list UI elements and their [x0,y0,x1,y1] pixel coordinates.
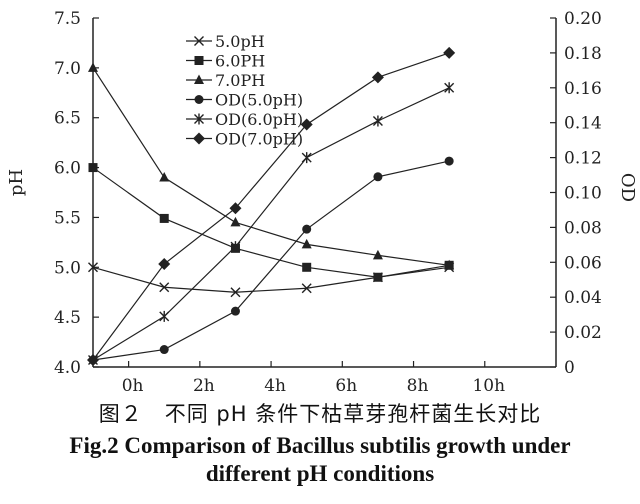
data-point [88,262,98,273]
chart-legend: 5.0pH6.0PH7.0PHOD(5.0pH)OD(6.0pH)OD(7.0p… [186,32,303,149]
y-left-tick-label: 7.5 [54,9,81,29]
legend-entry: 5.0pH [186,32,265,51]
x-tick-label: 10h [472,376,505,396]
legend-label: 6.0PH [215,52,265,71]
legend-label: OD(6.0pH) [215,110,303,129]
data-point [301,238,312,249]
y-left-tick-label: 4.5 [54,308,81,328]
legend-entry: 7.0PH [186,71,265,90]
legend-marker [194,56,204,65]
y-right-tick-label: 0 [564,358,575,378]
y-left-tick-label: 6.0 [54,159,81,179]
legend-marker [194,95,204,104]
chart: 4.0 4.5 5.0 5.5 6.0 6.5 7.0 7.5 0 0.02 0.04 0.06 0.0… [6,9,638,396]
data-point [444,156,454,166]
caption-chinese: 图２ 不同 pH 条件下枯草芽孢杆菌生长对比 [98,402,542,426]
legend-marker [194,36,204,46]
x-tick-label: 2h [193,376,215,396]
data-point [158,258,171,271]
y-left-tick-label: 4.0 [54,358,81,378]
series-1 [88,163,454,282]
series-line-2 [92,67,450,266]
data-point [230,241,241,253]
data-point [444,82,455,94]
legend-label: 5.0pH [215,32,265,51]
y-right-tick-label: 0.02 [564,323,602,343]
figure-caption: 图２ 不同 pH 条件下枯草芽孢杆菌生长对比 Fig.2 Comparison … [0,398,640,488]
x-tick-label: 0h [122,376,144,396]
series-line-4 [92,87,450,361]
data-point [372,249,383,260]
data-point [302,224,312,234]
caption-english-line-1: Fig.2 Comparison of Bacillus subtilis gr… [69,433,571,458]
series-5 [87,46,456,367]
y-right-tick-label: 0.04 [564,288,602,308]
y-left-tick-label: 6.5 [54,109,81,129]
y-right-tick-label: 0.16 [564,79,602,99]
data-point [230,287,241,298]
data-point [372,115,383,127]
series-line-3 [92,160,450,361]
series-line-5 [92,52,450,361]
y-right-tick-label: 0.14 [564,114,602,134]
data-point [229,202,242,215]
data-point [88,163,98,173]
y-right-tick-label: 0.10 [564,184,602,204]
legend-entry: 6.0PH [186,52,265,71]
data-point [373,172,383,182]
series-2 [88,62,455,270]
y-right-tick-label: 0.08 [564,218,602,238]
legend-marker [194,74,204,84]
y-left-axis-title: pH [6,169,27,196]
data-point [159,172,170,182]
data-point [230,306,240,316]
data-point [87,354,99,367]
data-point [159,213,169,223]
data-point [302,262,312,272]
x-tick-label: 4h [264,376,286,396]
data-point [300,118,313,131]
caption-english: Fig.2 Comparison of Bacillus subtilis gr… [0,432,640,488]
legend-marker [193,132,205,145]
y-left-tick-label: 5.0 [54,258,81,278]
legend-entry: OD(6.0pH) [186,110,303,129]
data-point [88,62,98,72]
legend-label: OD(7.0pH) [215,130,303,149]
data-point [373,272,383,282]
series-line-1 [92,167,450,278]
legend-label: OD(5.0pH) [215,91,303,110]
y-right-tick-label: 0.12 [564,149,602,169]
y-left-tick-label: 5.5 [54,208,81,228]
data-point [371,71,384,84]
legend-entry: OD(7.0pH) [186,130,303,149]
data-point [301,283,312,294]
legend-entry: OD(5.0pH) [186,91,303,110]
data-point [159,282,170,293]
y-left-tick-label: 7.0 [54,59,81,79]
caption-english-line-2: different pH conditions [205,461,435,486]
data-point [159,345,169,355]
x-tick-label: 8h [407,376,429,396]
y-right-axis-title: OD [617,173,638,202]
series-3 [88,156,454,365]
data-point [159,310,170,322]
x-tick-label: 6h [335,376,357,396]
legend-marker [194,113,204,125]
data-point [301,152,312,164]
y-right-tick-label: 0.06 [564,253,602,273]
chart-ticks: 4.0 4.5 5.0 5.5 6.0 6.5 7.0 7.5 0 0.02 0.04 0.06 0.0… [6,9,638,396]
y-right-tick-label: 0.20 [564,9,602,29]
y-right-tick-label: 0.18 [564,44,602,64]
legend-label: 7.0PH [215,71,265,90]
data-point [443,46,456,59]
chart-series [87,46,456,367]
data-point [230,216,241,227]
data-point [444,259,455,270]
